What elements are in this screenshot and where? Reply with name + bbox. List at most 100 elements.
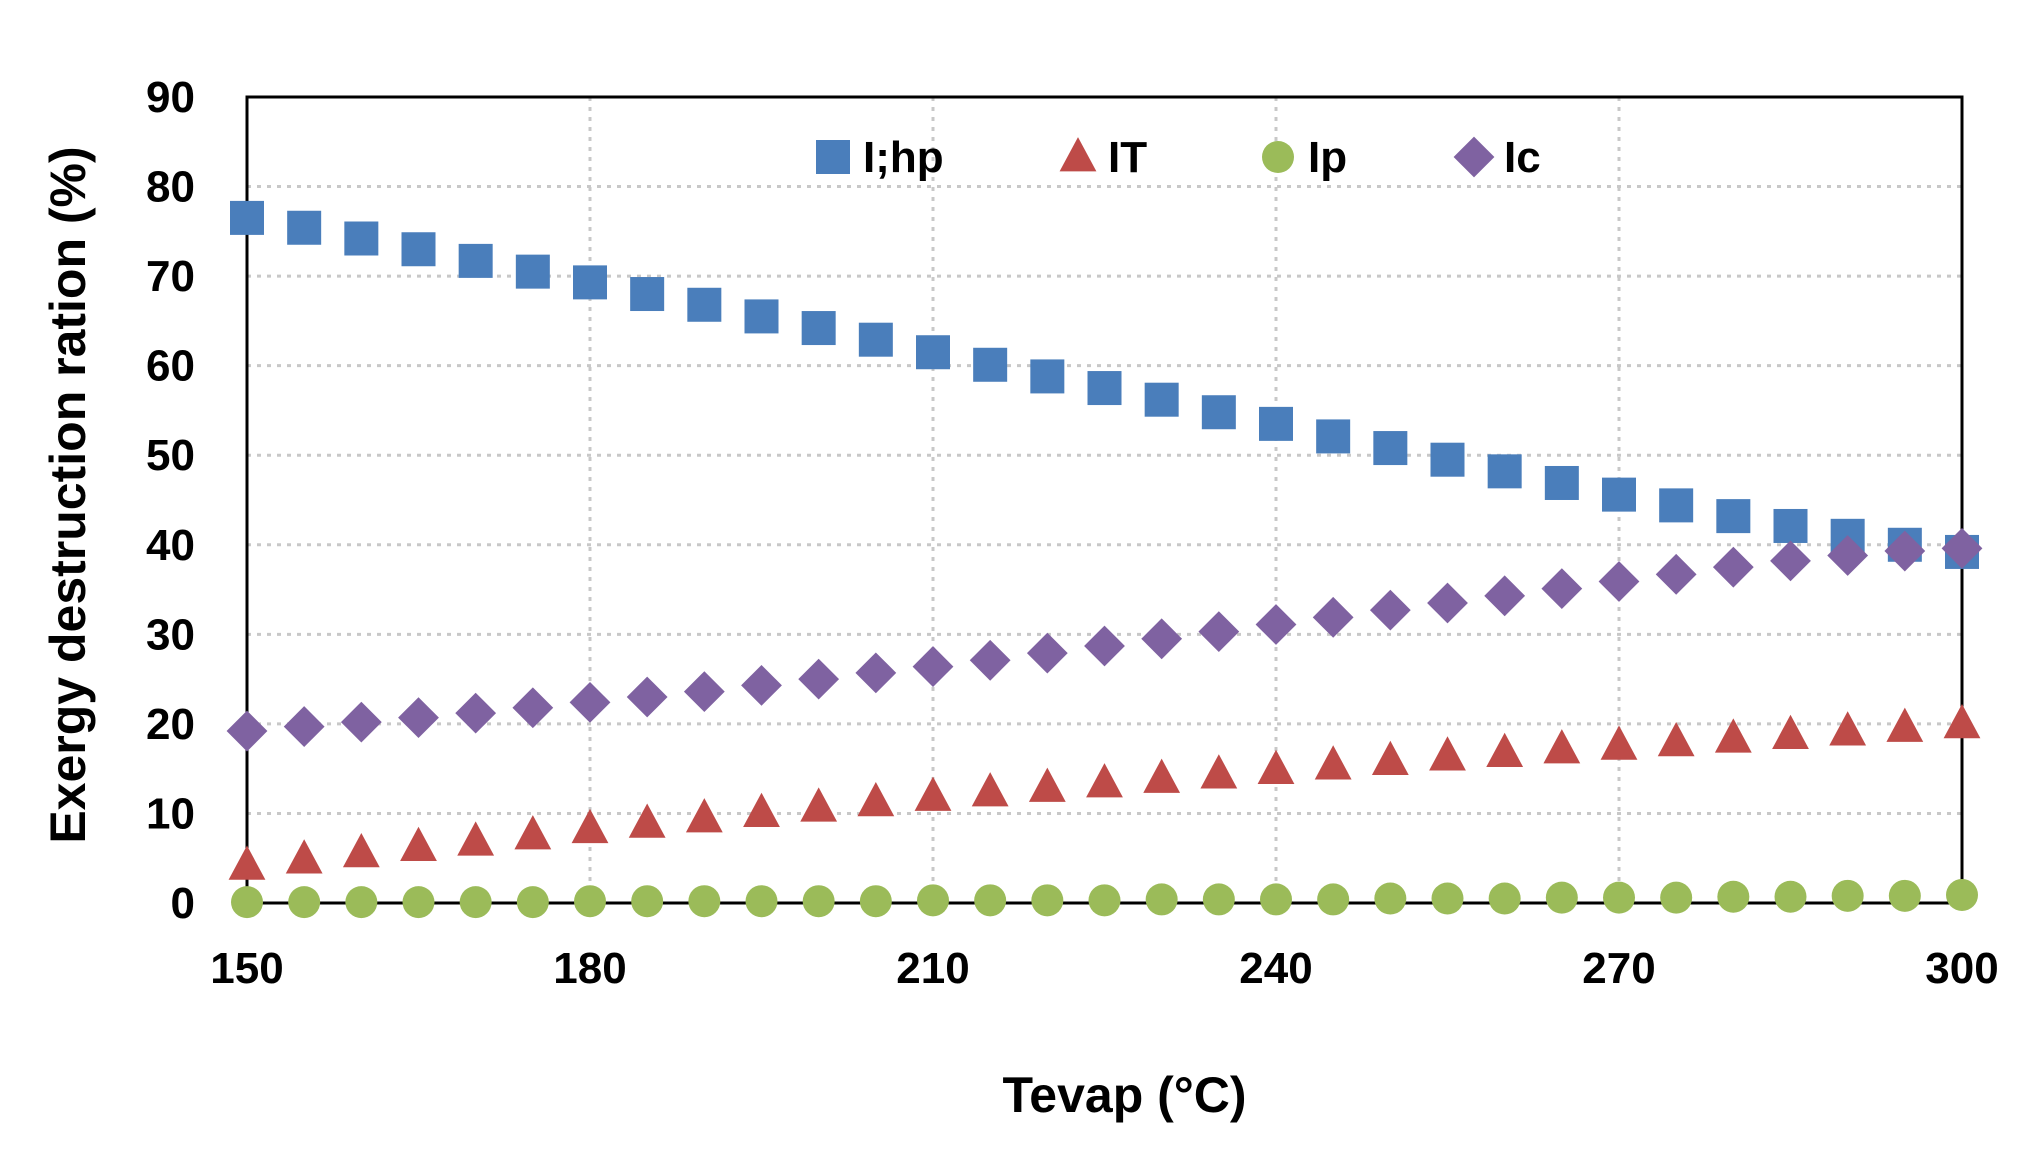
data-point	[1145, 883, 1178, 916]
series-ic	[226, 527, 1983, 752]
data-point	[1030, 359, 1065, 394]
data-point	[971, 772, 1009, 807]
y-tick-label: 40	[146, 521, 195, 570]
x-tick-label: 150	[210, 944, 283, 993]
data-point	[231, 886, 263, 919]
data-point	[1317, 883, 1350, 916]
y-tick-label: 60	[146, 342, 195, 391]
data-point	[1488, 882, 1521, 915]
data-point	[685, 798, 723, 833]
data-point	[1144, 382, 1179, 417]
data-point	[631, 885, 664, 918]
data-point	[1772, 714, 1809, 750]
data-point	[1774, 880, 1807, 913]
data-point	[1487, 454, 1522, 489]
data-point	[859, 885, 892, 918]
data-point	[514, 815, 552, 850]
data-point	[1369, 589, 1411, 631]
y-axis-tick-labels: 0 10 20 30 40 50 60 70 80 90	[146, 73, 195, 928]
data-point	[457, 821, 495, 856]
legend-entry: IT	[1059, 133, 1147, 182]
data-point	[802, 885, 835, 918]
legend-label: IT	[1108, 133, 1147, 182]
data-point	[1312, 596, 1354, 638]
data-point	[745, 885, 778, 918]
legend-marker	[816, 140, 850, 174]
data-point	[914, 776, 952, 811]
x-tick-label: 210	[896, 944, 969, 993]
data-point	[1827, 535, 1869, 576]
data-point	[1026, 632, 1068, 674]
data-point	[1486, 732, 1524, 767]
data-point	[1316, 419, 1351, 454]
legend-marker	[1059, 137, 1097, 172]
data-point	[226, 710, 268, 752]
data-point	[1660, 881, 1693, 914]
data-point	[912, 646, 954, 687]
data-point	[688, 885, 721, 918]
data-point	[855, 652, 897, 694]
y-tick-label: 90	[146, 73, 195, 122]
data-point	[1031, 884, 1064, 917]
data-point	[1657, 721, 1695, 757]
y-tick-label: 10	[146, 789, 195, 838]
data-point	[800, 787, 838, 822]
data-point	[1598, 561, 1640, 602]
data-point	[455, 692, 497, 734]
legend-entry: I;hp	[816, 133, 944, 182]
data-point	[1431, 882, 1464, 915]
data-point	[1202, 883, 1235, 916]
x-tick-label: 270	[1582, 944, 1655, 993]
x-tick-label: 300	[1925, 944, 1998, 993]
data-point	[687, 287, 722, 322]
legend-entry: Ip	[1262, 133, 1347, 182]
data-point	[1602, 477, 1636, 512]
data-point	[1257, 749, 1295, 784]
legend-label: I;hp	[863, 133, 944, 182]
data-point	[344, 221, 379, 256]
data-point	[1884, 530, 1926, 572]
data-point	[569, 681, 611, 723]
data-point	[345, 886, 378, 919]
data-point	[743, 792, 780, 827]
data-point	[1201, 395, 1236, 430]
data-series	[226, 200, 1983, 919]
data-point	[400, 826, 437, 861]
y-tick-label: 50	[146, 431, 195, 480]
data-point	[1716, 499, 1751, 534]
data-point	[1712, 546, 1754, 588]
data-point	[1084, 625, 1125, 667]
data-point	[1198, 611, 1240, 653]
data-point	[1600, 725, 1638, 760]
data-point	[744, 299, 779, 334]
data-point	[288, 886, 321, 919]
data-point	[571, 808, 609, 844]
data-point	[1831, 879, 1864, 912]
data-point	[401, 232, 436, 267]
data-point	[973, 347, 1008, 382]
data-point	[1943, 704, 1981, 739]
data-point	[1141, 618, 1183, 660]
data-point	[228, 845, 266, 880]
data-point	[858, 322, 893, 357]
data-point	[1603, 881, 1635, 914]
data-point	[1545, 881, 1578, 914]
data-point	[1371, 740, 1409, 776]
data-point	[1659, 488, 1694, 523]
data-point	[1484, 575, 1526, 617]
data-point	[340, 701, 382, 743]
y-tick-label: 30	[146, 610, 195, 659]
data-point	[1314, 745, 1352, 780]
x-axis-tick-labels: 150 180 210 240 270 300	[210, 944, 1998, 993]
data-point	[512, 687, 554, 729]
data-point	[1373, 431, 1408, 466]
data-point	[285, 839, 323, 874]
data-point	[1143, 758, 1181, 793]
legend-entry: Ic	[1453, 133, 1541, 182]
data-point	[402, 886, 435, 919]
data-point	[683, 671, 725, 713]
data-point	[1427, 582, 1468, 624]
data-point	[1087, 371, 1122, 406]
data-point	[516, 886, 549, 919]
data-point	[1941, 527, 1983, 569]
